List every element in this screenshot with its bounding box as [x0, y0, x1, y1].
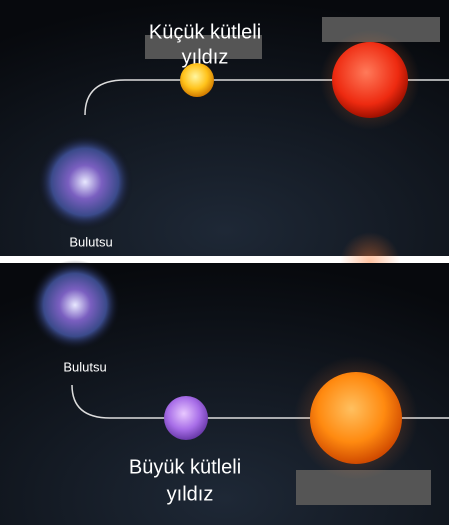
- star-label: yıldız: [167, 483, 214, 505]
- nebula: [30, 260, 120, 350]
- supergiant: [310, 372, 402, 464]
- star-label: Büyük kütleli: [129, 456, 241, 478]
- panel-small-star: Küçük kütleli yıldız Bulutsu: [0, 0, 449, 292]
- panel-large-star: Bulutsu Büyük kütleli yıldız: [0, 260, 449, 525]
- large-star: [164, 396, 208, 440]
- nebula-label: Bulutsu: [69, 234, 112, 249]
- star-label: Küçük kütleli: [149, 21, 261, 43]
- red-giant: [332, 42, 408, 118]
- star-life-diagram: Küçük kütleli yıldız Bulutsu Bulutsu Büy…: [0, 0, 449, 525]
- nebula-label: Bulutsu: [63, 359, 106, 374]
- star-label: yıldız: [182, 46, 229, 68]
- nebula: [37, 134, 133, 230]
